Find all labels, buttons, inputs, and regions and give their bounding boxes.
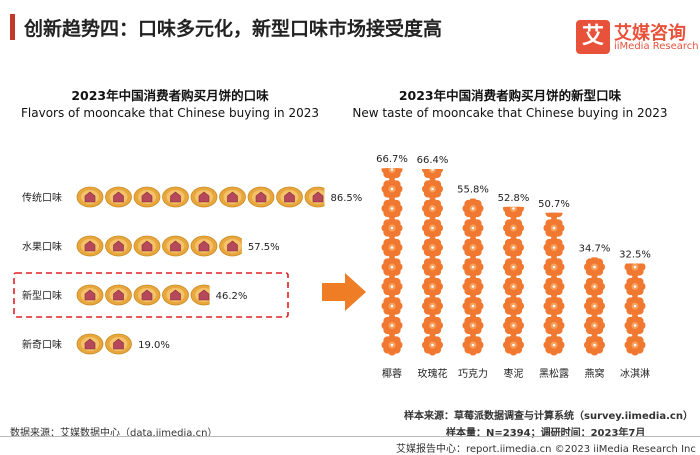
left-bar-0 (76, 186, 325, 208)
logo-text-en: iiMedia Research (614, 41, 699, 52)
title-accent-bar (10, 14, 15, 40)
data-source: 数据来源：艾媒数据中心（data.iimedia.cn） (10, 428, 218, 439)
left-category-label: 传统口味 (22, 191, 62, 204)
sample-size: 样本量：N=2394；调研时间：2023年7月 (446, 428, 646, 439)
right-bar-5 (584, 257, 605, 356)
left-value-label: 57.5% (248, 242, 280, 253)
left-category-label: 新型口味 (22, 289, 62, 302)
left-value-label: 46.2% (216, 291, 248, 302)
right-bar-3 (503, 206, 524, 356)
left-category-label: 新奇口味 (22, 338, 62, 351)
footer-divider (0, 436, 700, 437)
right-bar-1 (422, 169, 443, 356)
highlight-box (13, 272, 289, 318)
right-category-label: 椰蓉 (382, 367, 402, 380)
right-value-label: 52.8% (498, 193, 530, 204)
copyright: 艾媒报告中心：report.iimedia.cn ©2023 iiMedia R… (396, 444, 696, 455)
right-chart-subtitle: New taste of mooncake that Chinese buyin… (352, 106, 668, 120)
left-bar-2 (76, 284, 210, 306)
right-category-label: 玫瑰花 (418, 367, 448, 380)
right-category-label: 枣泥 (504, 367, 524, 380)
left-category-label: 水果口味 (22, 241, 62, 253)
page-title: 创新趋势四：口味多元化，新型口味市场接受度高 (24, 18, 443, 40)
right-bar-0 (381, 168, 403, 356)
right-value-label: 34.7% (579, 243, 611, 254)
left-bar-1 (76, 235, 242, 257)
left-value-label: 19.0% (138, 340, 170, 351)
right-category-label: 燕窝 (585, 367, 605, 380)
left-value-label: 86.5% (331, 193, 363, 204)
right-bar-4 (543, 212, 565, 356)
left-chart-title: 2023年中国消费者购买月饼的口味 (71, 88, 269, 103)
left-chart-subtitle: Flavors of mooncake that Chinese buying … (21, 106, 319, 120)
right-value-label: 55.8% (457, 185, 489, 196)
right-value-label: 66.4% (417, 155, 449, 166)
right-bar-6 (624, 263, 646, 356)
right-value-label: 32.5% (619, 249, 651, 260)
right-category-label: 冰淇淋 (620, 367, 650, 380)
right-category-label: 黑松露 (539, 367, 569, 380)
sample-source: 样本来源：草莓派数据调查与计算系统（survey.iimedia.cn） (404, 411, 693, 422)
right-value-label: 66.7% (376, 154, 408, 165)
iimedia-logo-icon: 艾 (576, 20, 610, 54)
logo-text-cn: 艾媒咨询 (614, 23, 686, 44)
right-category-label: 巧克力 (458, 367, 488, 380)
left-bar-3 (76, 333, 132, 355)
right-chart-title: 2023年中国消费者购买月饼的新型口味 (398, 88, 622, 103)
arrow-right-icon (322, 273, 366, 311)
right-bar-2 (462, 198, 484, 356)
right-value-label: 50.7% (538, 199, 570, 210)
